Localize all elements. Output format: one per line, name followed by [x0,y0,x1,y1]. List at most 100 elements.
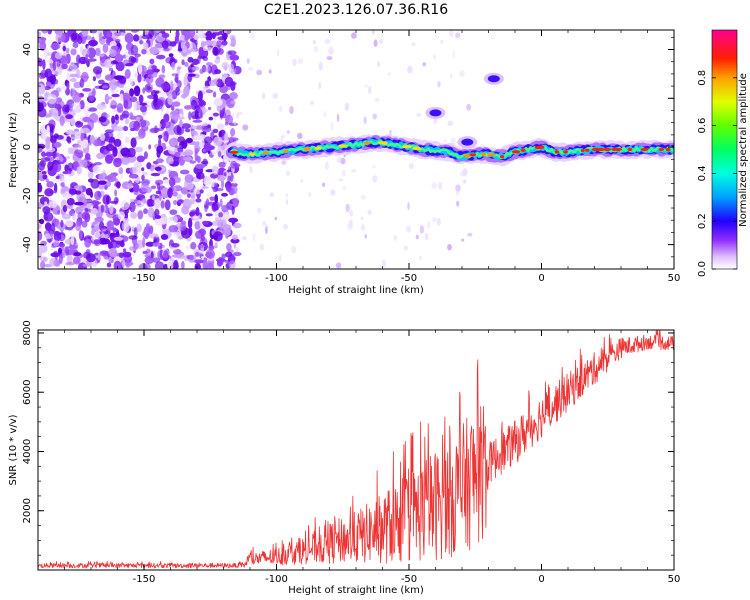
noise-speckle [84,153,91,160]
noise-speckle [110,172,114,177]
noise-speckle [42,130,47,141]
noise-speckle [199,141,204,149]
noise-speckle [70,235,75,246]
noise-speckle [125,260,131,268]
noise-speckle [145,241,155,247]
noise-speckle [113,157,122,168]
noise-speckle [62,171,70,175]
snr-x-tick-label: 50 [668,574,681,585]
noise-speckle [174,77,179,83]
sparse-speckle [364,234,367,239]
noise-speckle [62,52,68,57]
colorbar-ticks: 0.0 0.2 0.4 0.6 0.8 [697,70,737,277]
noise-speckle [214,69,222,75]
sparse-speckle [291,245,297,254]
signal-hotspot [613,147,623,152]
noise-speckle [97,180,107,185]
noise-speckle [119,93,124,102]
sparse-speckle [336,113,340,122]
noise-speckle [111,115,116,125]
noise-speckle [67,68,72,72]
signal-hotspot [314,146,322,150]
noise-speckle [62,45,66,52]
noise-speckle [168,137,179,148]
noise-speckle [70,48,77,56]
sparse-speckle [372,165,376,169]
sparse-speckle [438,181,443,190]
noise-speckle [94,231,101,239]
noise-speckle [98,237,108,245]
sparse-speckle [236,111,243,115]
noise-speckle [108,67,114,72]
sparse-speckle [259,243,265,251]
noise-speckle [197,90,203,102]
sparse-speckle [407,202,410,211]
noise-speckle [50,84,55,89]
noise-speckle [171,254,182,258]
sparse-speckle [416,112,422,117]
noise-speckle [38,223,43,231]
noise-speckle [202,220,209,225]
noise-speckle [223,32,227,42]
noise-speckle [39,41,47,51]
noise-speckle [190,63,194,68]
noise-speckle [185,245,192,249]
noise-speckle [130,44,139,56]
noise-speckle [202,56,209,61]
noise-speckle [203,143,212,152]
spectrogram-x-tick-label: 50 [668,273,681,284]
noise-speckle [40,260,46,269]
sparse-speckle [286,130,290,134]
noise-speckle [118,167,124,175]
noise-speckle [98,172,108,182]
noise-speckle [176,80,182,89]
noise-speckle [142,250,148,255]
noise-speckle [147,207,155,218]
noise-speckle [205,30,213,42]
spectrogram-x-tick-label: 0 [538,273,544,284]
noise-speckle [204,40,214,46]
noise-speckle [133,34,140,42]
sparse-speckle [336,156,342,164]
sparse-speckle [424,232,429,241]
noise-speckle [125,151,132,157]
noise-speckle [138,94,144,104]
noise-speckle [70,118,76,126]
noise-speckle [38,218,45,225]
noise-speckle [97,72,101,80]
noise-speckle [85,53,89,65]
side-blob-core [487,75,500,83]
noise-speckle [62,205,68,213]
snr-series-line [38,330,674,569]
sparse-speckle [377,61,380,68]
noise-speckle [233,222,242,229]
sparse-speckle [342,185,347,191]
sparse-speckle [313,45,319,53]
noise-speckle [129,166,137,174]
noise-speckle [226,169,232,173]
noise-speckle [181,260,185,269]
noise-speckle [117,106,124,113]
sparse-speckle [236,193,239,199]
sparse-speckle [360,224,366,232]
sparse-speckle [324,38,331,44]
spectrogram-x-tick-label: -150 [133,273,156,284]
noise-speckle [57,247,63,255]
noise-speckle [59,175,64,182]
spectrogram-image [38,30,674,269]
snr-x-tick-label: -150 [133,574,156,585]
noise-speckle [112,89,120,93]
noise-speckle [73,149,84,157]
noise-speckle [194,220,201,230]
noise-speckle [113,138,122,147]
noise-speckle [183,179,193,191]
noise-speckle [216,104,222,112]
noise-speckle [46,125,50,134]
noise-speckle [92,165,101,174]
noise-speckle [42,174,48,180]
sparse-speckle [283,223,288,230]
noise-speckle [61,63,68,70]
sparse-speckle [341,169,346,177]
sparse-speckle [459,70,465,77]
noise-speckle [94,190,102,201]
